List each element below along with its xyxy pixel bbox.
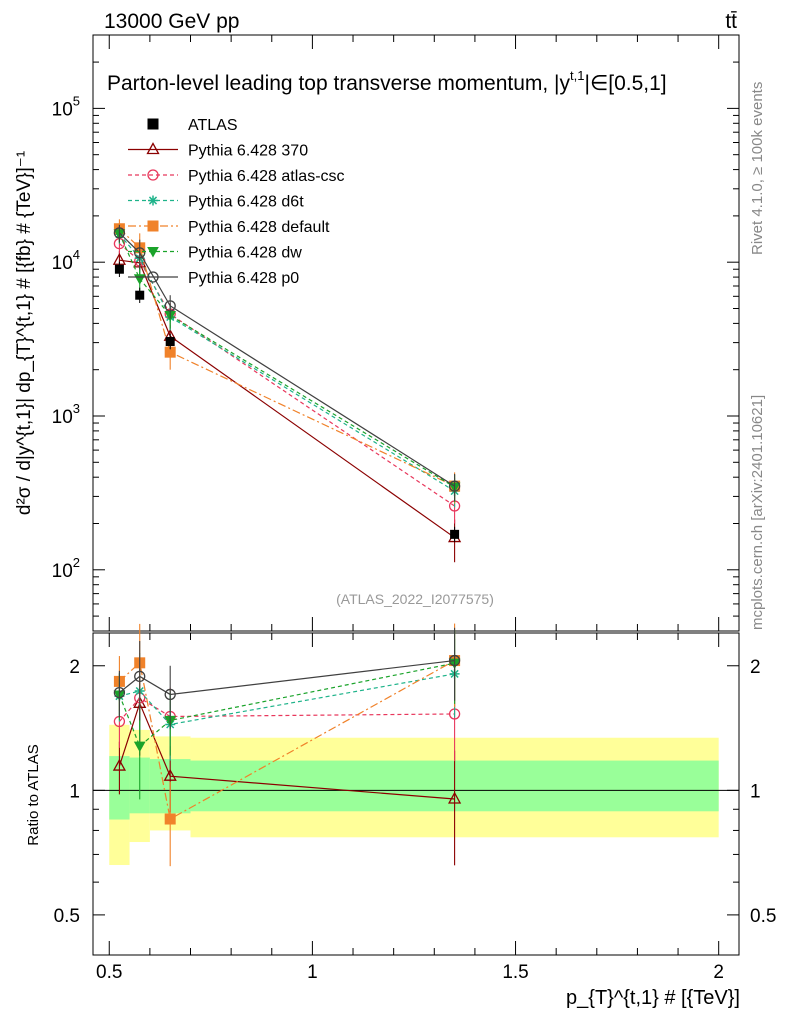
legend-marker xyxy=(147,169,159,181)
ratio-marker xyxy=(447,791,462,804)
x-axis-label: p_{T}^{t,1} # [{TeV}] xyxy=(566,987,740,1009)
legend-label: Pythia 6.428 p0 xyxy=(188,270,299,287)
ratio-marker xyxy=(448,654,461,667)
main-frame xyxy=(92,34,740,632)
legend-marker xyxy=(146,142,160,155)
series-marker xyxy=(113,227,126,239)
ratio-marker xyxy=(113,686,126,699)
ratio-marker xyxy=(112,758,127,771)
legend-marker xyxy=(147,271,159,283)
ratio-panel: 0.5 0.5 1 1 2 2 xyxy=(54,623,776,956)
ratio-ytick-label-right: 2 xyxy=(750,657,761,678)
x-tick-label: 1 xyxy=(307,962,318,983)
legend-label: Pythia 6.428 atlas-csc xyxy=(188,168,345,185)
ratio-ytick-label-left: 2 xyxy=(69,657,80,678)
x-tick-label: 0.5 xyxy=(96,962,122,983)
ratio-ytick-label-left: 1 xyxy=(69,781,80,802)
x-tick-label: 1.5 xyxy=(502,962,528,983)
legend-label: Pythia 6.428 d6t xyxy=(188,194,304,211)
ratio-frame xyxy=(92,632,740,956)
series-marker xyxy=(133,274,146,285)
ratio-marker xyxy=(134,670,146,683)
ratio-series-line xyxy=(119,673,455,726)
legend: ATLAS Pythia 6.428 370 Pythia 6.428 atlas-… xyxy=(128,117,345,287)
series-line xyxy=(118,233,455,492)
process-label: tt̄ xyxy=(725,10,737,33)
main-ytick-label: 104 xyxy=(52,247,80,274)
series-line xyxy=(118,228,455,487)
main-panel: 102 103 104 105 Parton-level leading top tr… xyxy=(52,34,740,632)
ratio-series-line xyxy=(119,660,455,820)
rivet-label: Rivet 4.1.0, ≥ 100k events xyxy=(749,82,766,255)
ratio-y-axis-label: Ratio to ATLAS xyxy=(25,744,42,845)
atlas-data-point xyxy=(135,290,145,300)
main-ytick-label: 105 xyxy=(52,93,80,120)
ratio-marker xyxy=(164,688,176,701)
ratio-series-line xyxy=(119,659,455,696)
legend-label: Pythia 6.428 370 xyxy=(188,143,308,160)
ratio-series-line xyxy=(118,662,455,748)
legend-label: Pythia 6.428 default xyxy=(188,219,330,236)
ratio-ytick-label-right: 0.5 xyxy=(750,906,776,927)
mcplots-label: mcplots.cern.ch [arXiv:2401.10621] xyxy=(749,395,766,630)
ratio-series-line xyxy=(118,701,455,800)
series-line xyxy=(118,232,455,487)
ratio-series-line xyxy=(118,697,455,722)
legend-marker xyxy=(147,118,159,130)
plot-title: Parton-level leading top transverse mome… xyxy=(107,68,667,95)
atlas-data-point xyxy=(450,529,460,539)
series-marker xyxy=(448,480,461,492)
ratio-marker xyxy=(133,741,146,753)
atlas-data-point xyxy=(165,337,175,347)
atlas-data-point xyxy=(114,264,124,274)
legend-marker xyxy=(147,247,159,258)
legend-label: Pythia 6.428 dw xyxy=(188,245,302,262)
main-y-axis-label: d²σ / d|y^{t,1}| dp_{T}^{t,1} # [{fb} # … xyxy=(14,151,35,515)
series-marker xyxy=(134,247,146,259)
analysis-id: (ATLAS_2022_I2077575) xyxy=(336,591,494,607)
legend-marker xyxy=(147,220,159,232)
series-marker xyxy=(164,300,176,312)
main-ytick-label: 103 xyxy=(52,401,80,428)
ratio-marker xyxy=(163,768,177,781)
legend-marker xyxy=(148,195,158,206)
x-tick-label: 2 xyxy=(713,962,724,983)
ratio-ytick-label-left: 0.5 xyxy=(54,906,80,927)
main-ytick-label: 102 xyxy=(52,555,80,582)
series-line xyxy=(118,233,455,488)
legend-label: ATLAS xyxy=(188,117,238,134)
ratio-marker xyxy=(164,813,176,825)
energy-label: 13000 GeV pp xyxy=(104,10,239,33)
ratio-ytick-label-right: 1 xyxy=(750,781,761,802)
